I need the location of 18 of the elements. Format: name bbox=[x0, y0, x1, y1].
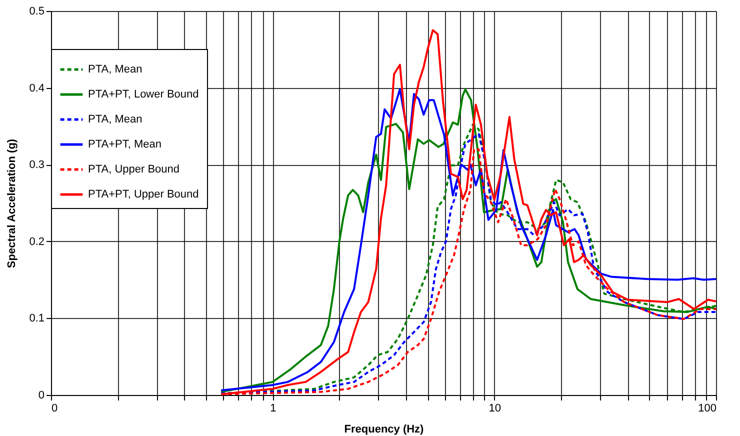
x-tick-label: 10 bbox=[488, 402, 501, 414]
legend-label: PTA, Mean bbox=[88, 114, 142, 126]
legend-label: PTA, Mean bbox=[88, 64, 142, 76]
legend-label: PTA+PT, Mean bbox=[88, 138, 162, 150]
x-tick-label: 100 bbox=[698, 402, 716, 414]
y-axis-title: Spectral Acceleration (g) bbox=[6, 138, 18, 268]
y-tick-label: 0.1 bbox=[29, 312, 44, 325]
legend-label: PTA, Upper Bound bbox=[88, 164, 180, 176]
x-tick-label: 1 bbox=[270, 402, 276, 414]
x-tick-label: 0 bbox=[52, 402, 58, 414]
x-axis-title: Frequency (Hz) bbox=[344, 424, 424, 436]
y-tick-label: 0.5 bbox=[29, 6, 44, 18]
legend-label: PTA+PT, Upper Bound bbox=[88, 188, 199, 200]
y-tick-label: 0.2 bbox=[29, 236, 44, 248]
y-tick-label: 0.3 bbox=[29, 159, 44, 172]
y-tick-label: 0 bbox=[38, 390, 44, 402]
legend-label: PTA+PT, Lower Bound bbox=[88, 88, 199, 100]
y-tick-label: 0.4 bbox=[29, 82, 44, 94]
